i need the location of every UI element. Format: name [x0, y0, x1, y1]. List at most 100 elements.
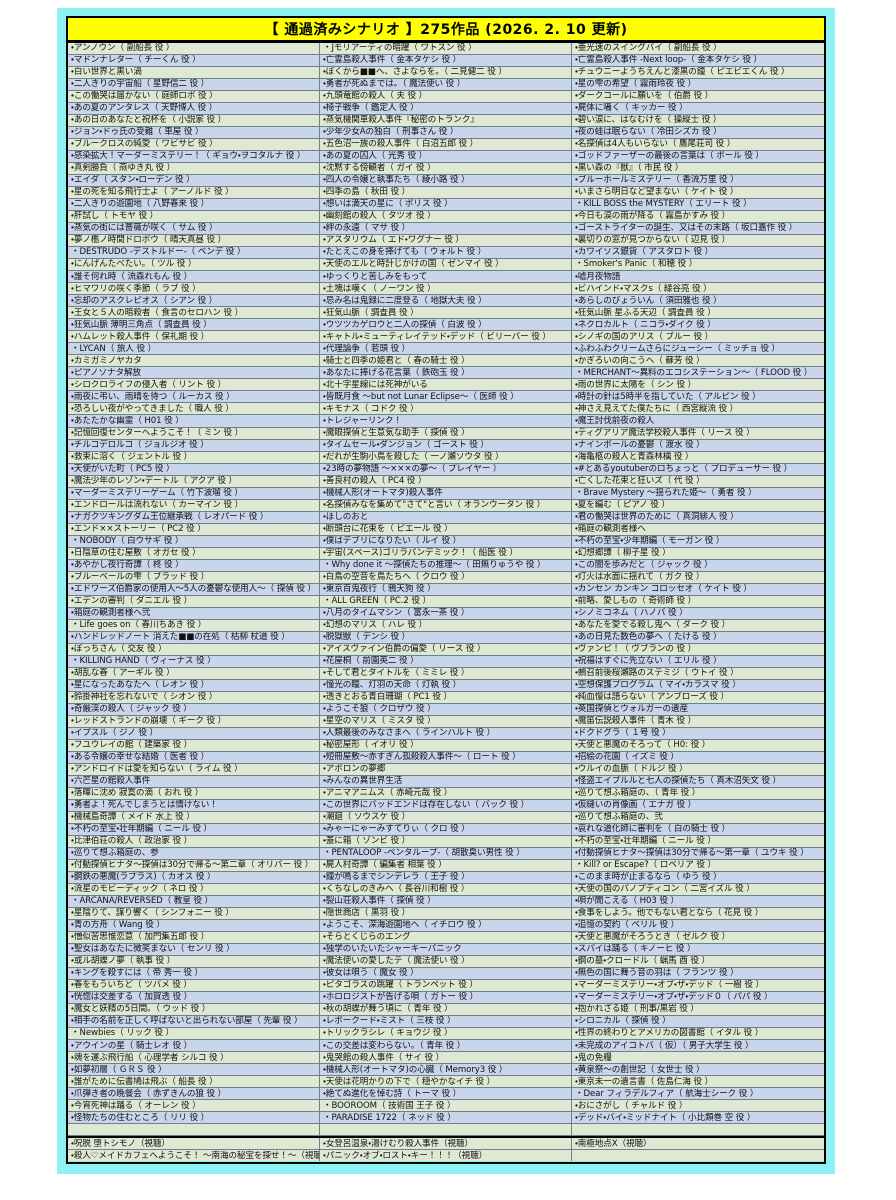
scenario-cell: ・亡霊島殺人事件（ 金本タケシ 役 ）: [320, 55, 572, 67]
table-row: ・肝試し（ トモヤ 役 ）・幽刻館の殺人（ タツオ 役 ）・今日も涙の雨が降る（…: [68, 211, 824, 224]
scenario-cell: ・ヴァンピ！（ ヴブランの 役 ）: [574, 643, 697, 654]
table-row: ・巡りて想ふ箱庭の、参 ・PENTALOOP -ペンタループ-（ 胡散臭い男性 役…: [68, 848, 824, 861]
table-row: ・エイダ（ スタン・ローデン 役 ）・四人の令嬢と執事たち（ 綾小路 役 ）・ブ…: [68, 175, 824, 188]
scenario-cell: ・魔法少年のレゾン・デートル（ アクア 役 ）: [68, 475, 320, 487]
scenario-cell: ・ダークコールに願いを（ 伯爵 役 ）: [574, 91, 714, 102]
table-row: ・鋼鉄の悪魔(ラプラス)（ カオス 役 ）・鐘が鳴るまでシンデレラ（ 王子 役 …: [68, 872, 824, 885]
scenario-cell: ・レボークード・ミスト（ 三枝 役 ）: [320, 1016, 572, 1028]
scenario-cell: ・マーダーミステリー・オブ・ザ・デッド０（ パパ 役 ）: [574, 992, 773, 1003]
table-row: ・春をもういちど（ ツバメ 役 ）・ピタゴラスの跳躍（ トランペット 役 ）・マ…: [68, 980, 824, 993]
table-row: ・誰がために伝書鳩は飛ぶ（ 船長 役 ）・天使は花明かりの下で（ 穏やかなイチ …: [68, 1076, 824, 1089]
scenario-cell: ・鵺召前後桜瀬路のステミジ（ ウトイ 役 ）: [574, 668, 739, 679]
scenario-cell: ・憎似苦思惟恋意（ 加門集五郎 役 ）: [68, 932, 320, 944]
scenario-cell: ・PARADISE 1722（ ネッド 役 ）: [320, 1112, 572, 1124]
scenario-cell: ・アンドロイドは愛を知らない（ ライム 役 ）: [68, 763, 320, 775]
table-row: ・エドワーズ伯爵家の使用人～5人の憂鬱な使用人～（ 探偵 役 ）・東京百鬼夜行（…: [68, 583, 824, 596]
table-row: ・相手の名前を正しく呼ばないと出られない部屋（ 先輩 役 ）・レボークード・ミス…: [68, 1016, 824, 1029]
scenario-cell: ・Smoker's Panic（ 和穂 役 ）: [574, 259, 698, 270]
table-row: ・胡乱な春（ アーギル 役 ）・そして君とタイトルを（ ミミレ 役 ）・鵺召前後…: [68, 667, 824, 680]
table-row: ・二人きりの遊園地（ 八野春来 役 ）・想いは満天の星に（ ポリス 役 ）・KI…: [68, 199, 824, 212]
table-row: ・不朽の至宝・壮年期編（ ニール 役 ）・みゃーにゃーみすてりぃ（ クロ 役 ）…: [68, 824, 824, 837]
scenario-cell: ・鋼鉄の悪魔(ラプラス)（ カオス 役 ）: [68, 872, 320, 884]
scenario-cell: ・アポロンの夢郷: [320, 763, 572, 775]
scenario-cell: ・星の雫の希望（ 霧雨玲夜 役 ）: [574, 79, 697, 90]
scenario-cell: ・蒸気機関車殺人事件『秘密のトランク』: [320, 115, 572, 127]
scenario-cell: ・独学のいたいたシャーキーパニック: [320, 944, 572, 956]
scenario-cell: ・BOOROOM（ 技術国 王子 役 ）: [320, 1100, 572, 1112]
scenario-cell: ・トレジャーリンク！: [320, 415, 572, 427]
scenario-cell: ・巡りて想ふ箱庭の、参: [68, 848, 320, 860]
scenario-cell: ・マドンナレター（ チーくん 役 ）: [68, 55, 320, 67]
table-row: ・星陰りて、謀り響く（ シンフォニー 役 ）・隠世商店（ 黒羽 役 ）・食事をし…: [68, 908, 824, 921]
spacer-row: [68, 1124, 824, 1137]
scenario-cell: ・トリックラシレ（ キョウジ 役 ）: [320, 1028, 572, 1040]
scenario-cell: ・Jモリアーティの暗躍（ ワトスン 役 ）: [320, 43, 572, 55]
scenario-sheet: 【 通過済みシナリオ 】275作品 (2026. 2. 10 更新) ・アンノウ…: [66, 16, 826, 1164]
table-row: ・ピアノソナタ解放 ・あなたに捧げる花言葉（ 鉄砲玉 役 ）・MERCHANT～異…: [68, 367, 824, 380]
scenario-cell: ・或ル胡蝶ノ夢（ 執事 役 ）: [68, 956, 320, 968]
scenario-cell: ・そして君とタイトルを（ ミミレ 役 ）: [320, 667, 572, 679]
scenario-cell: ・星の死を知る飛行士よ（ アーノルド 役 ）: [68, 187, 320, 199]
scenario-cell: ・天使のエルと時計じかけの国（ ゼンマイ 役 ）: [320, 259, 572, 271]
table-row: ・青の方舟（ Wang 役 ）・ようこそ、深海遊園地へ（ イチロウ 役 ）・追憶…: [68, 920, 824, 933]
scenario-cell: ・ぼくから■■へ、さよならを。（ 二見健二 役 ）: [320, 67, 572, 79]
scenario-cell: ・夢ノ檻ノ時間ドロボウ（ 晴天真昼 役 ）: [68, 235, 320, 247]
table-row: ・あたたかな幽霊（ H01 役 ）・トレジャーリンク！ ・魔王討伐前夜の殺人: [68, 415, 824, 428]
table-row: ・ヒマワリの咲く季節（ ラブ 役 ）・土塊は嘆く（ ノーワン 役 ）・ビハインド…: [68, 283, 824, 296]
scenario-cell: ・KILL BOSS the MYSTERY（ エリート 役 ）: [574, 199, 752, 210]
scenario-cell: ・誰がために伝書鳩は飛ぶ（ 船長 役 ）: [68, 1076, 320, 1088]
scenario-cell: ・みんなの異世界生活: [320, 775, 572, 787]
scenario-cell: ・灯火は水面に揺れて（ ガク 役 ）: [574, 571, 705, 582]
scenario-cell: ・僕はデブリになりたい（ ルイ 役 ）: [320, 535, 572, 547]
table-row: ・爪弾き者の晩餐会（ 赤ずきんの狼 役 ）・絶てぬ進化を悼む詩（ トーマ 役 ）…: [68, 1088, 824, 1101]
table-row: ・アウインの星（ 騎士レオ 役 ）・この交差は変わらない。（ 青年 役 ）・未完…: [68, 1040, 824, 1053]
table-row: ・あの日のあなたと祝杯を（ 小説家 役 ）・蒸気機関車殺人事件『秘密のトランク』…: [68, 115, 824, 128]
scenario-cell: ・比津伯荘の殺人（ 政治家 役 ）: [68, 836, 320, 848]
scenario-cell: ・ドクドグラ（ １号 役 ）: [574, 728, 671, 739]
scenario-cell: ・女登呂温泉・湯けむり殺人事件（視聴）: [320, 1138, 572, 1150]
scenario-cell: ・あの日のあなたと祝杯を（ 小説家 役 ）: [68, 115, 320, 127]
scenario-cell: [572, 1124, 824, 1135]
scenario-cell: ・無色の国に舞う音の羽は（ フランツ 役 ）: [574, 968, 739, 979]
scenario-cell: [320, 1124, 572, 1136]
table-row: ・真剣勝負（ 燕ゆき丸 役 ）・沈黙する傍観者（ ガイ 役 ）・黒い森の『獣』（…: [68, 163, 824, 176]
scenario-cell: ・あやかし夜行奇譚（ 柊 役 ）: [68, 559, 320, 571]
scenario-cell: ・狂気山脈 星ふる天辺（ 調査員 役 ）: [574, 307, 716, 318]
table-row: ・ブルークロスの純愛（ ワビサビ 役 ）・五色沼一族の殺人事件（ 白沼五郎 役 …: [68, 139, 824, 152]
table-row: ・今宵死神は踊る（ オーレン 役 ）・BOOROOM（ 技術国 王子 役 ）・お…: [68, 1100, 824, 1113]
scenario-cell: ・アスタリウム（ エド・ワグナー 役 ）: [320, 235, 572, 247]
scenario-cell: ・善良村の殺人（ PC4 役 ）: [320, 475, 572, 487]
table-row: ・感染拡大！マーダーミステリー！（ ギョウ・ヲコタルナ 役 ）・あの夏の囚人（ …: [68, 151, 824, 164]
scenario-cell: ・ヒマワリの咲く季節（ ラブ 役 ）: [68, 283, 320, 295]
scenario-cell: ・救束に溶く（ ジェントル 役 ）: [68, 451, 320, 463]
scenario-cell: ・流星のモビーディック（ ネロ 役 ）: [68, 884, 320, 896]
scenario-cell: ・アニマアニムス（ 赤崎元哉 役 ）: [320, 787, 572, 799]
scenario-cell: ・裏切りの窓が見つからない（ 辺見 役 ）: [574, 235, 731, 246]
scenario-cell: ・たとえこの身を捧げても（ ウォルト 役 ）: [320, 247, 572, 259]
scenario-cell: ・キモナス（ コドク 役 ）: [320, 403, 572, 415]
scenario-cell: ・機械人形(オートマタ)殺人事件: [320, 487, 572, 499]
scenario-cell: ・巡りて想ふ箱庭の、（ 青年 役 ）: [574, 788, 701, 799]
scenario-cell: ・花屋桐（ 前園英二 役 ）: [320, 655, 572, 667]
scenario-cell: ・カンセン カンキン コロッセオ（ ケイト 役 ）: [574, 583, 752, 594]
table-row: ・エンド××ストーリー（ PC2 役 ）・断頭台に花束を（ ピエール 役 ）・箱…: [68, 523, 824, 536]
scenario-cell: ・この交差は変わらない。（ 青年 役 ）: [320, 1040, 572, 1052]
scenario-cell: ・デッド・バイ・ミッドナイト（ 小比類巻 空 役 ）: [574, 1112, 756, 1123]
table-row: ・日陰草の住む屋敷（ オガセ 役 ）・宇宙(スペース)ゴリラパンデミック！（ 船…: [68, 547, 824, 560]
scenario-cell: ・あたたかな幽霊（ H01 役 ）: [68, 415, 320, 427]
scenario-cell: ・Why done it ～探偵たちの推理～（ 田無りゅうや 役 ）: [320, 559, 572, 571]
scenario-cell: ・今宵死神は踊る（ オーレン 役 ）: [68, 1100, 320, 1112]
scenario-cell: ・二人きりの宇宙船（ 星野信二 役 ）: [68, 79, 320, 91]
scenario-cell: ・NOBODY（ 白ウサギ 役 ）: [68, 535, 320, 547]
table-row: ・あの夏のアンタレス（ 天野博人 役 ）・椅子戦争（ 鑑定人 役 ）・屍体に囁く…: [68, 103, 824, 116]
scenario-cell: ・#とあるyoutuberのロちょっと（ プロデューサー 役 ）: [574, 463, 793, 474]
table-row: ・憎似苦思惟恋意（ 加門集五郎 役 ）・そらとくじらのエング ・天使と悪魔がそろう…: [68, 932, 824, 945]
scenario-cell: ・夜の蛙は眠らない（ 冷田シズカ 役 ）: [574, 127, 722, 138]
table-row: ・蒸気の街には薔薇が咲く（ サム 役 ）・絆の永遠（ マサ 役 ）・ゴーストライ…: [68, 223, 824, 236]
scenario-cell: ・この闇を歩みだと（ ジャック 役 ）: [574, 559, 713, 570]
scenario-cell: ・北十字星線には死神がいる: [320, 379, 572, 391]
scenario-table: ・アンノウン（ 副船長 役 ）・Jモリアーティの暗躍（ ワトスン 役 ）・亜光速…: [66, 42, 826, 1164]
scenario-cell: ・狂気山脈（ 調査員 役 ）: [320, 307, 572, 319]
table-row: ・王女と５人の暗殺者（ 食言のセロハン 役 ）・狂気山脈（ 調査員 役 ）・狂気…: [68, 307, 824, 320]
scenario-cell: ・蓋に箱（ ゾンビ 役 ）: [320, 836, 572, 848]
